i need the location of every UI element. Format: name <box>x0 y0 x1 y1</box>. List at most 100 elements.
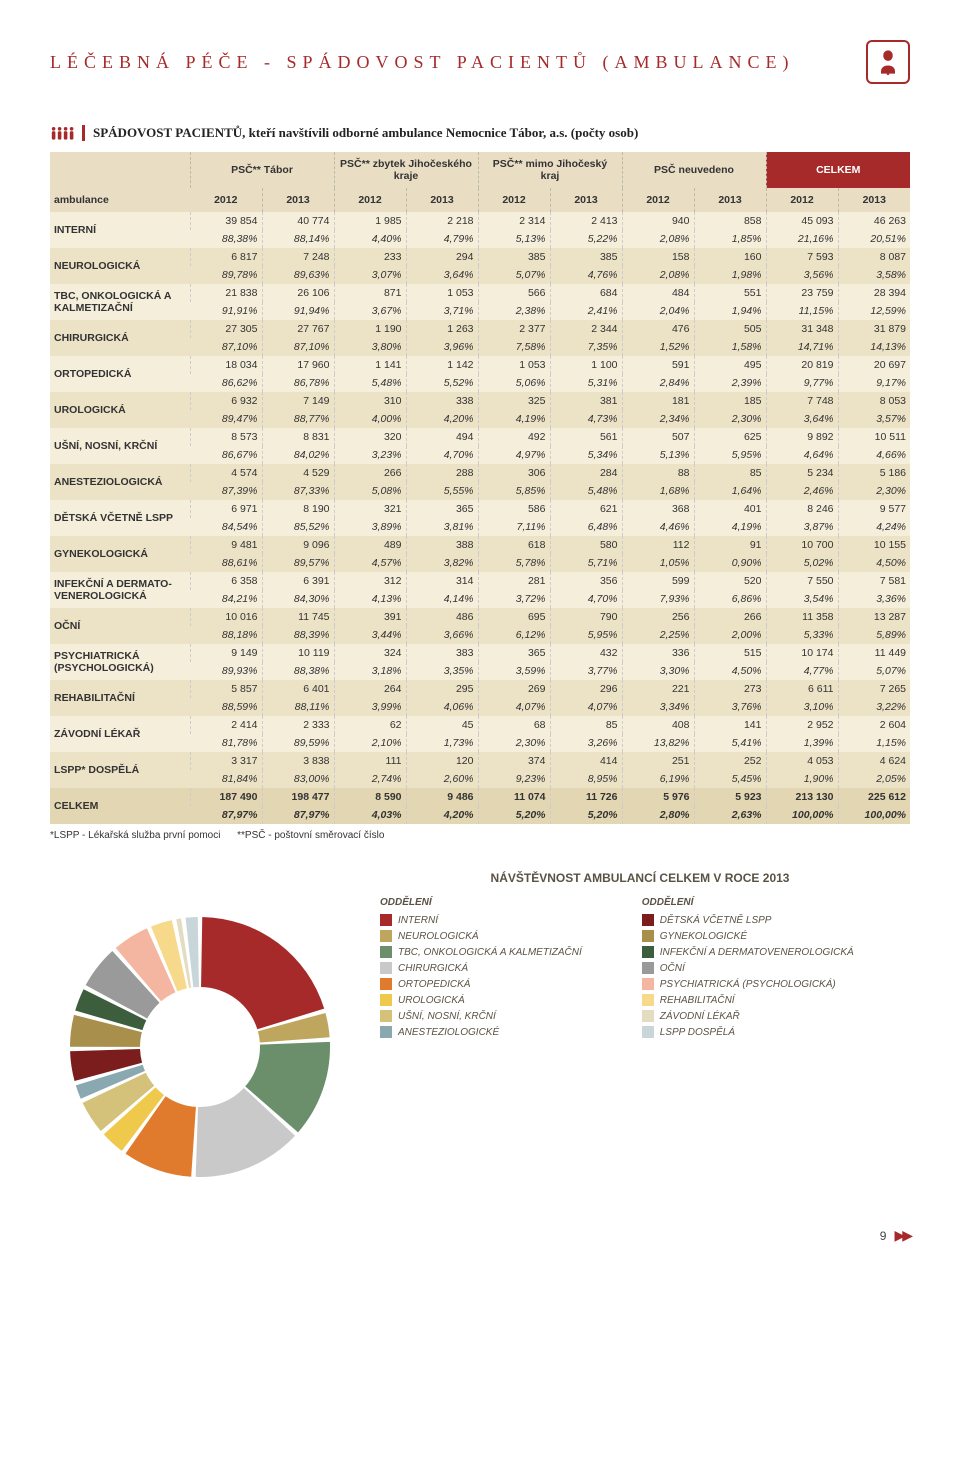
table-cell: 252 <box>694 752 766 770</box>
table-cell: 940 <box>622 212 694 230</box>
table-cell: 10 174 <box>766 644 838 662</box>
table-cell: 1 053 <box>406 284 478 302</box>
table-cell: 492 <box>478 428 550 446</box>
table-cell: 4 053 <box>766 752 838 770</box>
table-cell: 4,50% <box>694 662 766 680</box>
legend-swatch <box>642 978 654 990</box>
legend-label: TBC, ONKOLOGICKÁ A KALMETIZAČNÍ <box>398 947 582 958</box>
table-cell: 4,20% <box>406 410 478 428</box>
col-group-header: PSČ** Tábor <box>190 152 334 188</box>
table-cell: 111 <box>334 752 406 770</box>
table-cell: 1,05% <box>622 554 694 572</box>
table-cell: 4,57% <box>334 554 406 572</box>
row-label: UROLOGICKÁ <box>50 392 190 428</box>
table-cell: 2,60% <box>406 770 478 788</box>
table-cell: 5,07% <box>838 662 910 680</box>
table-cell: 11 358 <box>766 608 838 626</box>
table-cell: 2 377 <box>478 320 550 338</box>
table-cell: 3,76% <box>694 698 766 716</box>
row-label: REHABILITAČNÍ <box>50 680 190 716</box>
table-cell: 7 550 <box>766 572 838 590</box>
table-cell: 495 <box>694 356 766 374</box>
legend-label: INFEKČNÍ A DERMATOVENEROLOGICKÁ <box>660 947 854 958</box>
footnote-lspp: *LSPP - Lékařská služba první pomoci <box>50 830 220 841</box>
table-cell: 1,58% <box>694 338 766 356</box>
table-cell: 3,22% <box>838 698 910 716</box>
col-year-header: 2012 <box>622 188 694 212</box>
table-cell: 4,97% <box>478 446 550 464</box>
table-cell: 1 141 <box>334 356 406 374</box>
table-cell: 3,18% <box>334 662 406 680</box>
table-cell: 213 130 <box>766 788 838 806</box>
table-cell: 2 604 <box>838 716 910 734</box>
row-label: NEUROLOGICKÁ <box>50 248 190 284</box>
table-cell: 4,14% <box>406 590 478 608</box>
legend-label: GYNEKOLOGICKÉ <box>660 931 747 942</box>
divider-bar <box>82 125 85 141</box>
table-cell: 7 748 <box>766 392 838 410</box>
legend-label: UROLOGICKÁ <box>398 995 465 1006</box>
table-cell: 6 611 <box>766 680 838 698</box>
legend-header: ODDĚLENÍ <box>380 897 582 908</box>
table-cell: 8 190 <box>262 500 334 518</box>
table-cell: 84,02% <box>262 446 334 464</box>
col-header-ambulance: ambulance <box>50 152 190 212</box>
table-cell: 3,67% <box>334 302 406 320</box>
legend-item: NEUROLOGICKÁ <box>380 930 582 942</box>
table-cell: 2,08% <box>622 230 694 248</box>
legend-swatch <box>642 1010 654 1022</box>
table-cell: 89,78% <box>190 266 262 284</box>
table-cell: 14,13% <box>838 338 910 356</box>
table-cell: 5,45% <box>694 770 766 788</box>
table-cell: 4,00% <box>334 410 406 428</box>
next-page-icon: ▶▶ <box>894 1227 910 1244</box>
table-cell: 10 700 <box>766 536 838 554</box>
row-label: INTERNÍ <box>50 212 190 248</box>
table-cell: 4,20% <box>406 806 478 824</box>
table-cell: 120 <box>406 752 478 770</box>
table-cell: 9 149 <box>190 644 262 662</box>
table-cell: 88,14% <box>262 230 334 248</box>
table-cell: 0,90% <box>694 554 766 572</box>
table-cell: 141 <box>694 716 766 734</box>
table-cell: 591 <box>622 356 694 374</box>
page-number: 9 <box>880 1229 887 1243</box>
table-cell: 1,73% <box>406 734 478 752</box>
legend-swatch <box>380 962 392 974</box>
table-cell: 7 581 <box>838 572 910 590</box>
table-cell: 9 892 <box>766 428 838 446</box>
table-cell: 484 <box>622 284 694 302</box>
table-cell: 264 <box>334 680 406 698</box>
table-cell: 2,74% <box>334 770 406 788</box>
table-cell: 6,48% <box>550 518 622 536</box>
table-cell: 3,89% <box>334 518 406 536</box>
legend-label: INTERNÍ <box>398 915 438 926</box>
table-cell: 8,95% <box>550 770 622 788</box>
table-cell: 100,00% <box>766 806 838 824</box>
col-year-header: 2012 <box>478 188 550 212</box>
table-cell: 321 <box>334 500 406 518</box>
legend-swatch <box>642 962 654 974</box>
row-label: PSYCHIATRICKÁ (PSYCHOLOGICKÁ) <box>50 644 190 680</box>
table-cell: 2 413 <box>550 212 622 230</box>
table-cell: 1,90% <box>766 770 838 788</box>
table-cell: 6 971 <box>190 500 262 518</box>
table-cell: 88,38% <box>262 662 334 680</box>
table-cell: 5 234 <box>766 464 838 482</box>
table-cell: 11 745 <box>262 608 334 626</box>
table-cell: 160 <box>694 248 766 266</box>
table-cell: 374 <box>478 752 550 770</box>
table-cell: 336 <box>622 644 694 662</box>
footnote: *LSPP - Lékařská služba první pomoci **P… <box>50 830 910 841</box>
table-cell: 3,58% <box>838 266 910 284</box>
table-cell: 7 265 <box>838 680 910 698</box>
row-label: GYNEKOLOGICKÁ <box>50 536 190 572</box>
table-cell: 7,93% <box>622 590 694 608</box>
table-cell: 1 053 <box>478 356 550 374</box>
legend-item: TBC, ONKOLOGICKÁ A KALMETIZAČNÍ <box>380 946 582 958</box>
table-cell: 1,98% <box>694 266 766 284</box>
table-cell: 505 <box>694 320 766 338</box>
table-cell: 295 <box>406 680 478 698</box>
legend-item: DĚTSKÁ VČETNĚ LSPP <box>642 914 854 926</box>
table-cell: 6 358 <box>190 572 262 590</box>
